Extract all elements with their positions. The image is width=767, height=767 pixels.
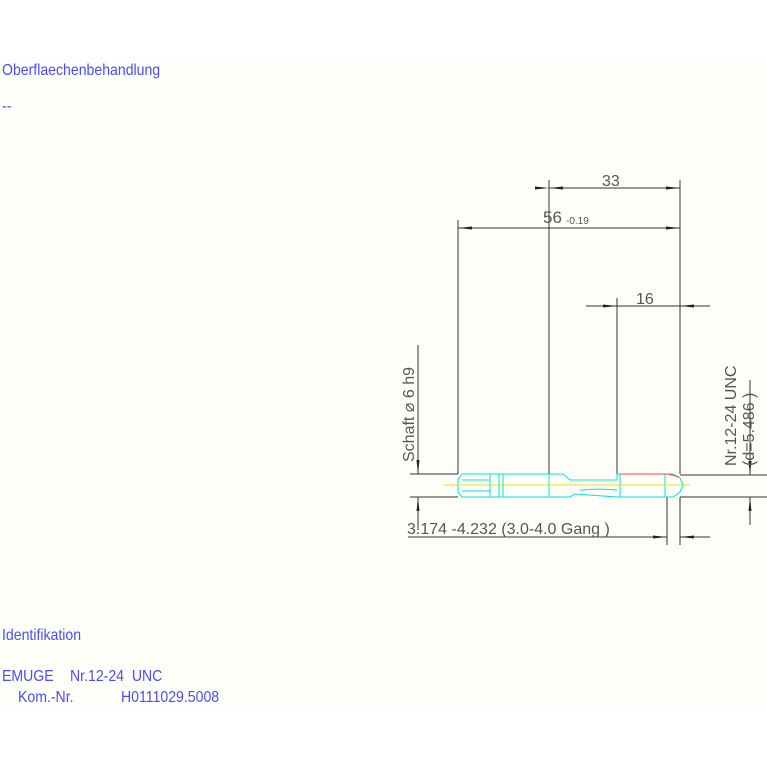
thread-diameter: (d=5.486 ): [741, 393, 758, 466]
tap-part: [444, 473, 690, 498]
dim-56: 56: [543, 208, 562, 227]
dimension-lines: [408, 186, 752, 539]
shank-label: Schaft ⌀ 6 h9: [401, 367, 418, 462]
thread-label: Nr.12-24 UNC: [723, 366, 740, 466]
kom-nr-value: H0111029.5008: [121, 689, 220, 706]
dim-33: 33: [602, 173, 620, 190]
maker: EMUGE: [2, 668, 54, 685]
kom-nr-label: Kom.-Nr.: [18, 689, 74, 706]
drawing-sheet: [0, 58, 767, 708]
thread-spec: Nr.12-24 UNC: [70, 668, 163, 685]
extension-lines: [410, 180, 767, 545]
surface-value: --: [2, 98, 12, 115]
surface-heading: Oberflaechenbehandlung: [2, 62, 161, 79]
identification-heading: Identifikation: [2, 627, 82, 644]
dim-56-tolerance: -0.19: [566, 216, 589, 227]
dim-16: 16: [636, 291, 654, 308]
chamfer-label: 3.174 -4.232 (3.0-4.0 Gang ): [407, 521, 610, 538]
